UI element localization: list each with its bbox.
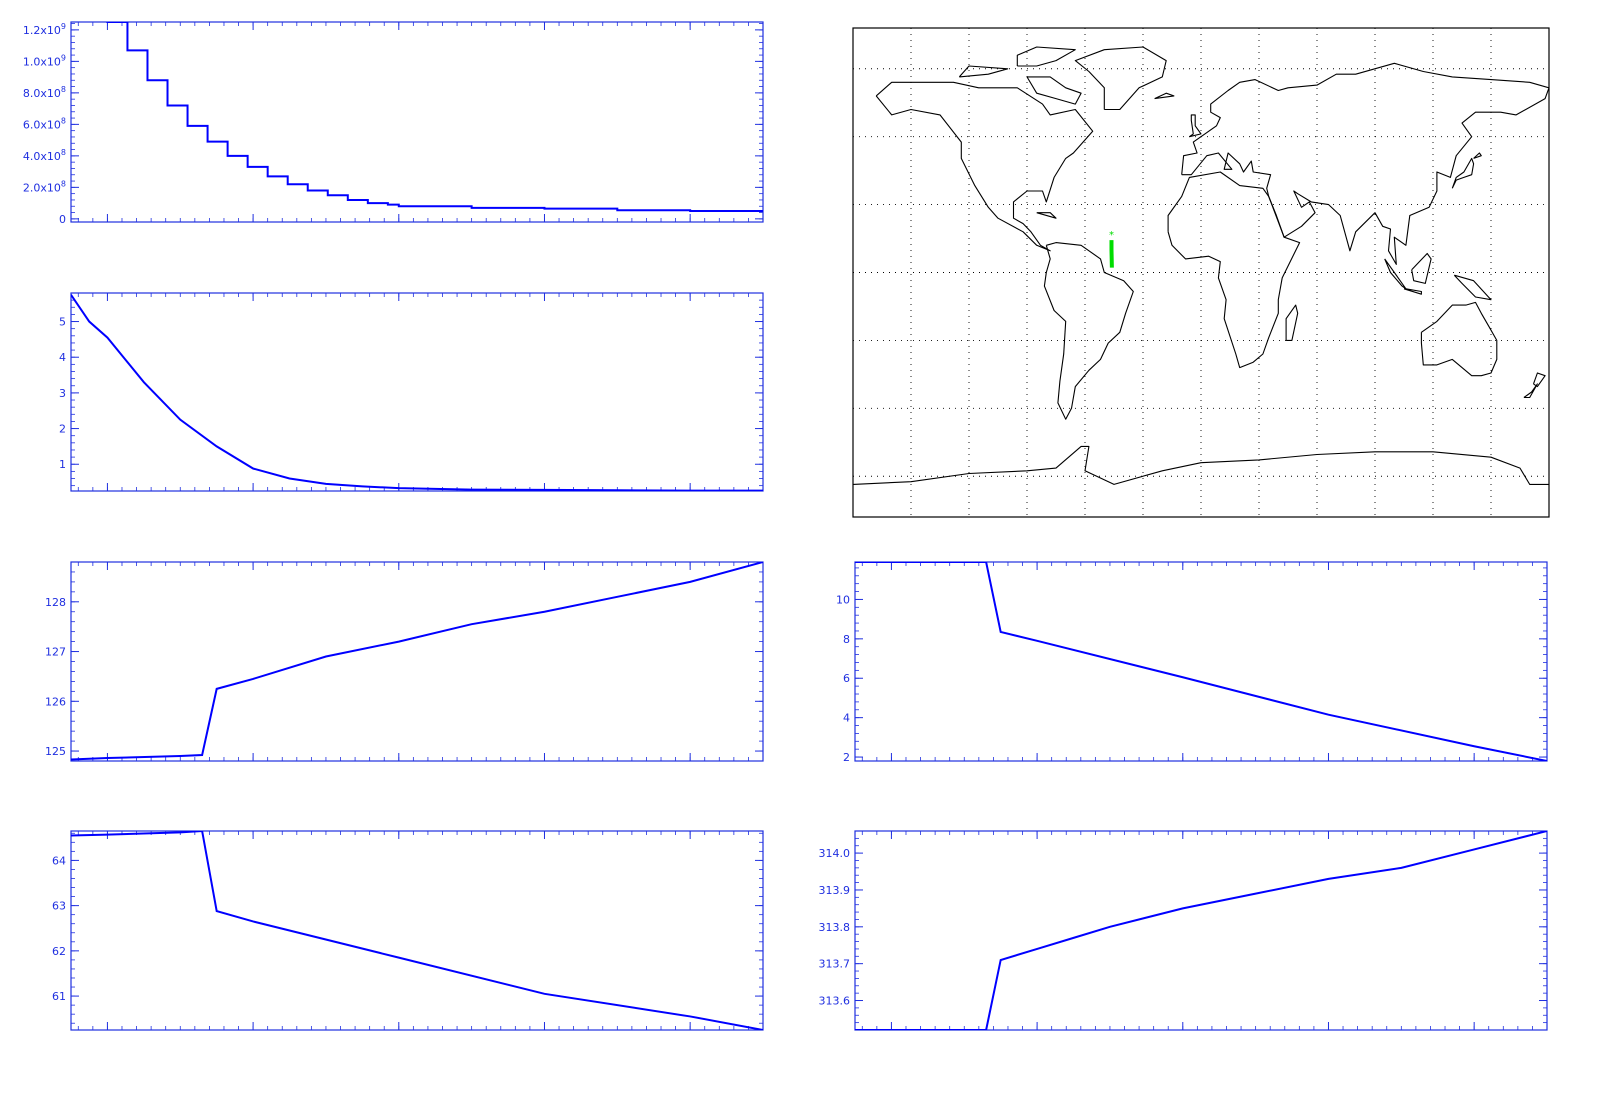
y-tick-label: 128 bbox=[45, 596, 66, 609]
y-tick-label: 3 bbox=[59, 387, 66, 400]
coastline bbox=[1167, 171, 1301, 369]
plot-frame bbox=[854, 830, 1548, 1031]
y-tick-label: 313.9 bbox=[819, 884, 851, 897]
plot-frame bbox=[70, 292, 764, 492]
coastline bbox=[1403, 288, 1422, 295]
coastline bbox=[1384, 258, 1407, 290]
y-tick-label: 61 bbox=[52, 990, 66, 1003]
chart-sza: 125 126 127 128 bbox=[45, 561, 764, 762]
coastline bbox=[1016, 46, 1076, 67]
coastline bbox=[1285, 304, 1299, 341]
coastline bbox=[1411, 252, 1432, 284]
world-map: * bbox=[852, 27, 1550, 518]
plot-frame bbox=[70, 21, 764, 223]
coastline bbox=[1453, 274, 1492, 301]
y-tick-label: 314.0 bbox=[819, 847, 851, 860]
coastline bbox=[1451, 157, 1475, 189]
chart-lat: 2 4 6 8 10 bbox=[836, 561, 1548, 764]
coastline bbox=[1074, 46, 1167, 111]
y-tick-label: 4.0x108 bbox=[23, 148, 66, 163]
y-tick-label: 4 bbox=[59, 351, 66, 364]
plot-frame bbox=[854, 561, 1548, 762]
y-tick-label: 0 bbox=[59, 213, 66, 226]
y-tick-label: 313.8 bbox=[819, 921, 851, 934]
chart-uv: 0 2.0x108 4.0x108 6.0x108 8.0x108 1.0x109 1.2x… bbox=[23, 21, 764, 226]
coastline bbox=[1189, 114, 1202, 138]
y-tick-label: 8.0x108 bbox=[23, 85, 66, 100]
y-tick-label: 2 bbox=[59, 423, 66, 436]
series-line-sza bbox=[71, 562, 763, 761]
coastline bbox=[1181, 62, 1549, 265]
series-line-lat bbox=[855, 562, 1547, 761]
coastline bbox=[1026, 76, 1082, 105]
coastline bbox=[1043, 242, 1134, 420]
y-tick-label: 6 bbox=[843, 672, 850, 685]
coastline bbox=[1523, 383, 1538, 399]
position-marker-icon: * bbox=[1109, 230, 1114, 241]
y-tick-label: 126 bbox=[45, 695, 66, 708]
y-tick-label: 6.0x108 bbox=[23, 116, 66, 131]
plot-frame bbox=[70, 830, 764, 1031]
y-tick-label: 125 bbox=[45, 745, 66, 758]
y-tick-label: 1.2x109 bbox=[23, 22, 66, 37]
series-line-lon bbox=[855, 831, 1547, 1030]
y-tick-label: 5 bbox=[59, 316, 66, 329]
y-tick-label: 127 bbox=[45, 646, 66, 659]
y-tick-label: 1.0x109 bbox=[23, 53, 66, 68]
y-tick-label: 4 bbox=[843, 712, 850, 725]
coastline bbox=[853, 445, 1549, 485]
y-tick-label: 63 bbox=[52, 900, 66, 913]
plot-frame bbox=[70, 561, 764, 762]
y-tick-label: 64 bbox=[52, 854, 66, 867]
coastline bbox=[1473, 152, 1482, 159]
y-tick-label: 8 bbox=[843, 633, 850, 646]
y-tick-label: 1 bbox=[59, 458, 66, 471]
series-line-uv_ratio bbox=[71, 294, 763, 491]
coastline bbox=[1154, 92, 1175, 100]
chart-mza: 61 62 63 64 bbox=[52, 830, 764, 1031]
y-tick-label: 2 bbox=[843, 751, 850, 764]
series-line-mza bbox=[71, 831, 763, 1030]
coastline bbox=[1036, 212, 1057, 219]
y-tick-label: 10 bbox=[836, 593, 850, 606]
coastline bbox=[1420, 301, 1498, 377]
series-line-uv bbox=[106, 22, 763, 212]
chart-lon: 313.6 313.7 313.8 313.9 314.0 bbox=[819, 830, 1548, 1031]
y-tick-label: 313.7 bbox=[819, 958, 851, 971]
y-tick-label: 313.6 bbox=[819, 995, 851, 1008]
coastline bbox=[958, 65, 1009, 78]
y-tick-label: 2.0x108 bbox=[23, 179, 66, 194]
chart-uv_ratio: 1 2 3 4 5 bbox=[59, 292, 764, 492]
coastline bbox=[875, 81, 1094, 252]
y-tick-label: 62 bbox=[52, 945, 66, 958]
